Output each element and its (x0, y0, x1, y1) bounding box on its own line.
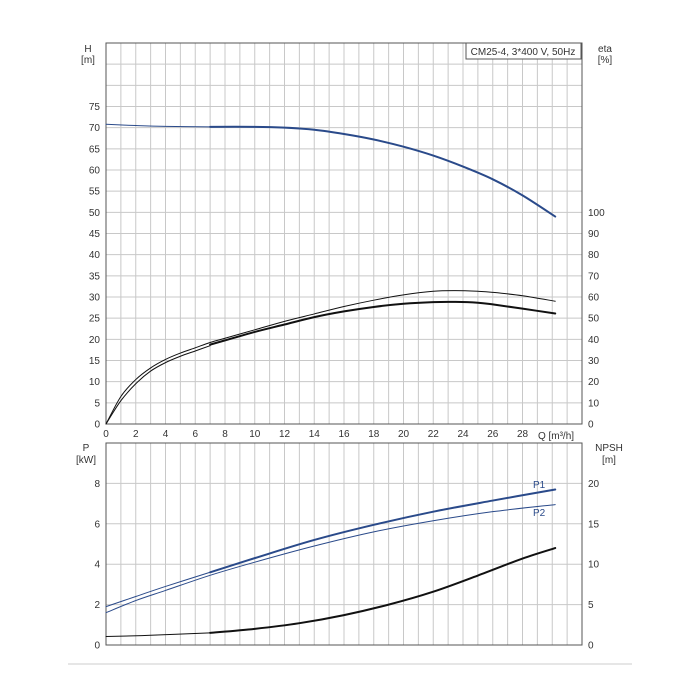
y-tick-label-left: 40 (89, 250, 101, 261)
x-tick-label: 20 (398, 429, 410, 440)
y-tick-label-right: 90 (588, 229, 600, 240)
y-tick-label-left: 65 (89, 144, 101, 155)
y-tick-label-right: 50 (588, 314, 600, 325)
y-tick-label-right: 80 (588, 250, 600, 261)
flow-axis-label: Q [m³/h] (538, 431, 574, 442)
head-axis-unit: [m] (81, 55, 95, 66)
y-tick-label-right: 100 (588, 208, 605, 219)
y-tick-label-left: 70 (89, 123, 101, 134)
y-tick-label-left: 30 (89, 293, 101, 304)
y-tick-label-right: 0 (588, 641, 594, 652)
y-tick-label-left: 20 (89, 335, 101, 346)
y-tick-label-left: 5 (94, 398, 100, 409)
y-tick-label-left: 2 (94, 600, 100, 611)
y-tick-label-right: 70 (588, 271, 600, 282)
x-tick-label: 6 (192, 429, 198, 440)
y-tick-label-left: 0 (94, 641, 100, 652)
y-tick-label-right: 20 (588, 377, 600, 388)
p1-series-label: P1 (533, 480, 546, 491)
y-tick-label-left: 60 (89, 166, 101, 177)
y-tick-label-right: 20 (588, 479, 600, 490)
x-tick-label: 26 (487, 429, 499, 440)
power-npsh-plot: 0 2 4 6 8 0 5 10 15 20 (94, 442, 600, 652)
y-tick-label-left: 55 (89, 187, 101, 198)
y-tick-label-left: 6 (94, 519, 100, 530)
x-tick-label: 14 (309, 429, 321, 440)
x-tick-label: 8 (222, 429, 228, 440)
series-line-head (209, 125, 557, 218)
series-line-p2 (105, 504, 556, 614)
y-tick-label-left: 75 (89, 102, 101, 113)
y-tick-label-left: 15 (89, 356, 101, 367)
y-tick-label-right: 0 (588, 420, 594, 431)
x-tick-label: 24 (457, 429, 469, 440)
x-tick-label: 18 (368, 429, 380, 440)
y-tick-label-left: 0 (94, 420, 100, 431)
x-tick-label: 28 (517, 429, 529, 440)
y-tick-label-left: 45 (89, 229, 101, 240)
power-axis-label: P (83, 443, 90, 454)
title-box (465, 42, 582, 60)
x-tick-label: 10 (249, 429, 261, 440)
y-tick-label-right: 5 (588, 600, 594, 611)
plot-frame (105, 42, 583, 425)
y-tick-label-right: 60 (588, 293, 600, 304)
npsh-axis-label: NPSH (595, 443, 623, 454)
series-line-eta-thin (105, 290, 556, 425)
y-tick-label-right: 30 (588, 356, 600, 367)
y-tick-label-left: 50 (89, 208, 101, 219)
eta-axis-unit: [%] (598, 55, 613, 66)
series-line-p1 (209, 488, 557, 574)
npsh-axis-unit: [m] (602, 455, 616, 466)
x-tick-label: 22 (428, 429, 440, 440)
eta-axis-label: eta (598, 44, 612, 55)
y-tick-label-right: 40 (588, 335, 600, 346)
series-line-eta-inner (105, 345, 211, 425)
y-tick-label-right: 10 (588, 560, 600, 571)
y-tick-label-left: 4 (94, 560, 100, 571)
chart-title: CM25-4, 3*400 V, 50Hz (471, 47, 576, 58)
head-axis-label: H (84, 44, 91, 55)
head-efficiency-plot: 0510152025303540455055606570750102030405… (89, 42, 605, 440)
y-tick-label-left: 8 (94, 479, 100, 490)
p2-series-label: P2 (533, 508, 546, 519)
x-tick-label: 16 (338, 429, 350, 440)
series-line-head-ext (105, 123, 211, 128)
power-axis-unit: [kW] (76, 455, 96, 466)
series-line-npsh-ext (105, 632, 211, 638)
series-line-p1-ext (105, 571, 211, 608)
y-tick-label-left: 25 (89, 314, 101, 325)
y-tick-label-right: 15 (588, 519, 600, 530)
x-tick-label: 4 (163, 429, 169, 440)
x-tick-label: 12 (279, 429, 291, 440)
plot-frame (105, 442, 583, 646)
x-tick-label: 2 (133, 429, 139, 440)
y-tick-label-left: 10 (89, 377, 101, 388)
series-line-eta (209, 300, 557, 346)
y-tick-label-left: 35 (89, 271, 101, 282)
x-tick-label: 0 (103, 429, 109, 440)
y-tick-label-right: 10 (588, 398, 600, 409)
series-line-npsh (209, 547, 557, 634)
